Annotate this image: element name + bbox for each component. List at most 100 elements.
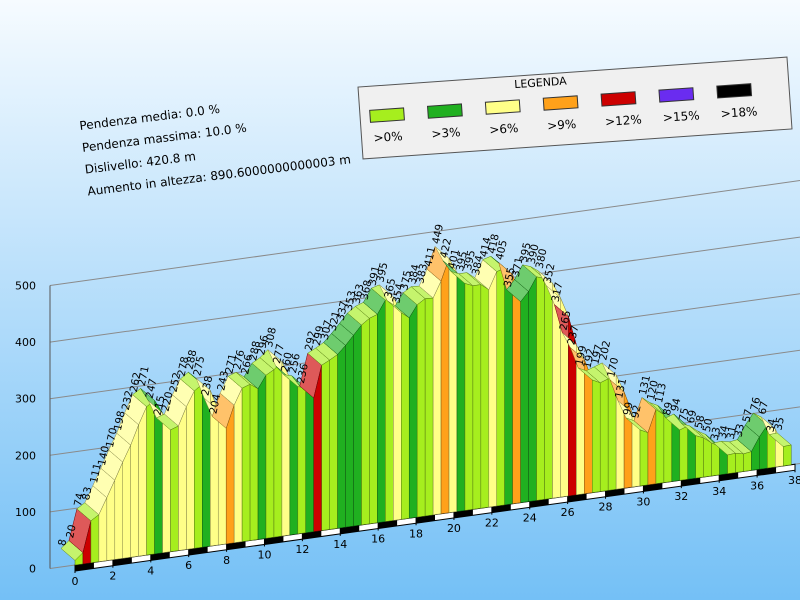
- segment-face: [464, 283, 474, 511]
- y-tick-label: 200: [15, 449, 36, 462]
- segment-face: [361, 317, 370, 526]
- point-label: 33: [733, 423, 748, 439]
- point-label: 76: [749, 396, 764, 412]
- segment-face: [472, 284, 482, 510]
- point-label: 363: [351, 283, 367, 305]
- segment-face: [448, 257, 458, 513]
- point-label: 113: [653, 382, 669, 404]
- point-label: 67: [756, 400, 771, 416]
- point-label: 266: [239, 353, 255, 375]
- segment-face: [146, 399, 155, 556]
- point-label: 395: [375, 261, 391, 283]
- point-label: 371: [510, 256, 526, 278]
- point-label: 247: [144, 377, 160, 399]
- legend-swatch: [600, 91, 637, 107]
- x-tick-label: 10: [257, 548, 271, 561]
- segment-face: [727, 452, 736, 474]
- point-label: 271: [223, 353, 239, 375]
- point-label: 197: [589, 343, 605, 365]
- point-label: 33: [709, 426, 724, 442]
- segment-face: [281, 361, 291, 537]
- point-label: 271: [136, 365, 152, 387]
- y-tick-label: 400: [15, 336, 36, 349]
- segment-face: [162, 412, 171, 554]
- point-label: 354: [390, 282, 406, 304]
- point-label: 140: [96, 445, 112, 467]
- point-label: 296: [255, 334, 271, 356]
- point-label: 375: [398, 269, 414, 291]
- x-tick-label: 30: [636, 495, 650, 508]
- plot: 0 2 4 6 8 10 12 14 16 18 20 22 24 26 28 30 32 34 36 3882074…: [56, 223, 800, 588]
- segment-face: [544, 278, 553, 500]
- point-label: 74: [72, 492, 87, 508]
- segment-face: [305, 387, 314, 533]
- segment-face: [265, 369, 275, 539]
- x-tick-label: 32: [674, 490, 688, 503]
- point-label: 35: [772, 416, 787, 432]
- segment-face: [735, 453, 744, 473]
- legend-label: >3%: [431, 125, 461, 141]
- point-label: 170: [104, 427, 120, 449]
- segment-face: [416, 298, 426, 518]
- segment-face: [337, 344, 346, 529]
- legend-label: >15%: [662, 108, 700, 125]
- x-tick-label: 16: [371, 533, 385, 546]
- legend-swatch: [716, 83, 753, 99]
- point-label: 170: [605, 356, 621, 378]
- point-label: 384: [470, 254, 486, 276]
- legend-swatch: [484, 99, 521, 115]
- segment-face: [695, 435, 704, 479]
- point-label: 265: [558, 309, 574, 331]
- legend-label: >18%: [720, 104, 758, 121]
- segment-face: [393, 296, 402, 521]
- y-tick-label: 500: [15, 280, 36, 293]
- point-label: 383: [414, 263, 430, 285]
- segment-face: [273, 361, 283, 538]
- point-label: 276: [231, 348, 247, 370]
- point-label: 131: [637, 374, 653, 396]
- segment-face: [743, 451, 752, 472]
- point-label: 307: [319, 319, 335, 341]
- x-tick-label: 4: [147, 564, 154, 577]
- x-tick-label: 2: [109, 570, 116, 583]
- point-label: 422: [438, 237, 454, 259]
- point-label: 353: [343, 290, 359, 312]
- point-label: 92: [629, 404, 644, 420]
- segment-face: [170, 425, 179, 552]
- point-label: 299: [311, 325, 327, 347]
- segment-face: [599, 378, 609, 492]
- point-label: 243: [215, 370, 231, 392]
- segment-face: [233, 388, 243, 544]
- point-label: 395: [462, 249, 478, 271]
- x-tick-label: 14: [333, 538, 347, 551]
- point-label: 278: [176, 355, 192, 377]
- point-label: 111: [88, 462, 104, 484]
- segment-face: [663, 414, 673, 483]
- segment-face: [401, 312, 410, 520]
- segment-face: [225, 405, 235, 545]
- x-tick-label: 6: [185, 559, 192, 572]
- legend-swatch: [426, 103, 463, 119]
- point-label: 262: [128, 371, 144, 393]
- segment-face: [122, 445, 131, 559]
- segment-face: [289, 377, 299, 536]
- segment-face: [377, 299, 386, 523]
- segment-face: [257, 374, 267, 540]
- point-label: 256: [287, 352, 303, 374]
- point-label: 199: [573, 344, 589, 366]
- segment-face: [321, 359, 330, 531]
- segment-face: [194, 383, 203, 549]
- point-label: 215: [152, 394, 168, 416]
- segment-face: [480, 284, 490, 509]
- segment-face: [345, 334, 354, 528]
- y-tick-label: 100: [15, 506, 36, 519]
- point-label: 8: [56, 538, 69, 547]
- y-tick-label: 300: [15, 393, 36, 406]
- point-label: 405: [494, 239, 510, 261]
- segment-face: [639, 429, 649, 487]
- segment-face: [703, 437, 712, 478]
- point-label: 395: [518, 241, 534, 263]
- segment-face: [369, 313, 378, 525]
- point-label: 395: [454, 250, 470, 272]
- segment-face: [783, 444, 792, 467]
